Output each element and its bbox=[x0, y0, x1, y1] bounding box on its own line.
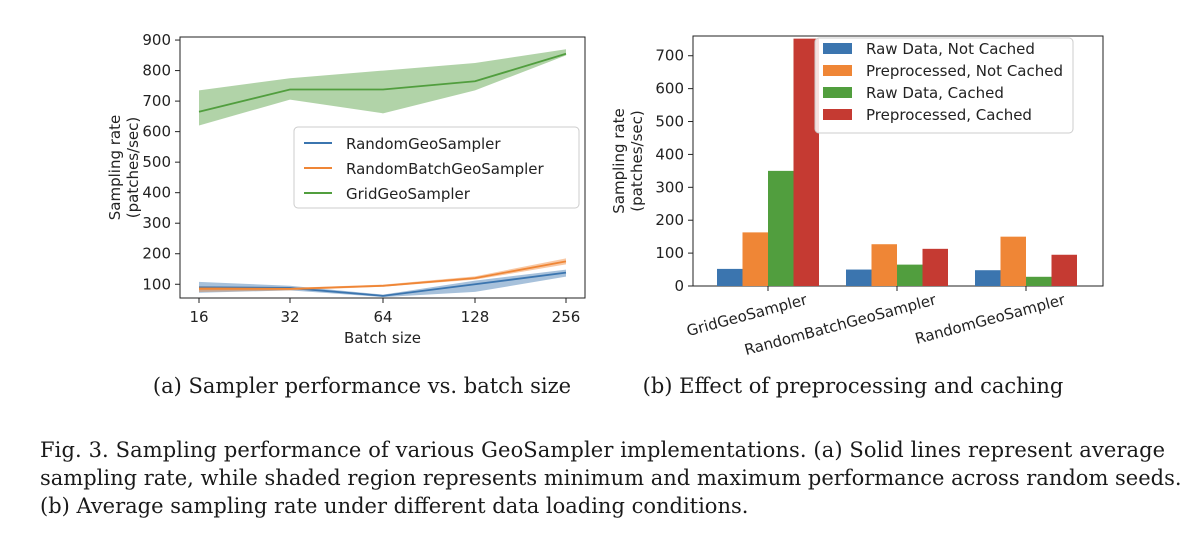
y-tick-label: 500 bbox=[142, 153, 171, 171]
y-tick-label: 200 bbox=[655, 211, 684, 229]
bar bbox=[871, 244, 897, 286]
bar bbox=[975, 270, 1001, 286]
bar bbox=[1000, 236, 1026, 286]
y-tick-label: 200 bbox=[142, 245, 171, 263]
legend-label: RandomGeoSampler bbox=[346, 135, 501, 153]
y-tick-label: 400 bbox=[142, 184, 171, 202]
y-tick-label: 0 bbox=[674, 277, 684, 295]
bar bbox=[922, 248, 948, 286]
y-tick-label: 300 bbox=[142, 214, 171, 232]
legend-box bbox=[293, 126, 580, 209]
legend-swatch bbox=[823, 65, 852, 76]
y-tick-label: 500 bbox=[655, 113, 684, 131]
x-tick-label: RandomGeoSampler bbox=[913, 290, 1068, 348]
legend-box bbox=[814, 37, 1074, 134]
chart-b-preprocessing-caching: 0 100 200 300 400 500 600 700 Sampling rate(patc… bbox=[610, 35, 1104, 359]
legend-label: RandomBatchGeoSampler bbox=[346, 160, 544, 178]
y-tick-label: 100 bbox=[655, 244, 684, 262]
y-axis-label-line: Sampling rate bbox=[106, 115, 124, 220]
caption-line-1: Fig. 3. Sampling performance of various … bbox=[40, 438, 1166, 462]
x-tick-label: 64 bbox=[373, 308, 392, 326]
legend-swatch bbox=[823, 109, 852, 120]
bar bbox=[768, 170, 794, 286]
x-tick-label: 16 bbox=[189, 308, 208, 326]
legend-label: Preprocessed, Not Cached bbox=[866, 62, 1063, 80]
x-tick-label: 256 bbox=[552, 308, 581, 326]
series-line bbox=[198, 52, 567, 113]
legend-swatch bbox=[823, 43, 852, 54]
y-tick-label: 800 bbox=[142, 62, 171, 80]
subcaption-a: (a) Sampler performance vs. batch size bbox=[153, 374, 571, 398]
y-axis-label: Sampling rate(patches/sec) bbox=[610, 108, 646, 213]
series-range-band bbox=[199, 49, 566, 126]
y-tick-label: 300 bbox=[655, 178, 684, 196]
legend-swatch bbox=[823, 87, 852, 98]
caption-line-3: (b) Average sampling rate under differen… bbox=[40, 494, 749, 518]
y-axis-label-line: Sampling rate bbox=[610, 108, 628, 213]
legend-label: Raw Data, Not Cached bbox=[866, 40, 1035, 58]
bar bbox=[717, 268, 743, 286]
legend: Raw Data, Not Cached Preprocessed, Not Ca… bbox=[814, 37, 1074, 134]
caption-line-2: sampling rate, while shaded region repre… bbox=[40, 466, 1182, 490]
y-tick-label: 400 bbox=[655, 145, 684, 163]
y-axis-label-line: (patches/sec) bbox=[628, 110, 646, 211]
figure-caption: Fig. 3. Sampling performance of various … bbox=[40, 438, 1182, 518]
legend-label: Preprocessed, Cached bbox=[866, 106, 1032, 124]
series-range-band bbox=[199, 269, 566, 298]
chart-a-sampler-vs-batch-size: 100 200 300 400 500 600 700 800 900 16 32 64 128 256 B… bbox=[106, 31, 586, 347]
subcaption-b: (b) Effect of preprocessing and caching bbox=[643, 374, 1064, 398]
bar bbox=[1026, 276, 1052, 286]
y-tick-label: 900 bbox=[142, 31, 171, 49]
series-line bbox=[198, 271, 567, 297]
bar bbox=[742, 232, 768, 286]
y-tick-label: 600 bbox=[142, 123, 171, 141]
x-tick-label: 32 bbox=[280, 308, 299, 326]
bar bbox=[897, 264, 923, 286]
y-tick-label: 700 bbox=[655, 47, 684, 65]
y-tick-label: 100 bbox=[142, 275, 171, 293]
series-line bbox=[199, 260, 567, 290]
y-axis-label-line: (patches/sec) bbox=[124, 117, 142, 218]
legend: RandomGeoSampler RandomBatchGeoSampler Gri… bbox=[293, 126, 580, 209]
y-tick-label: 600 bbox=[655, 80, 684, 98]
legend-label: Raw Data, Cached bbox=[866, 84, 1004, 102]
x-axis-label: Batch size bbox=[344, 329, 421, 347]
x-tick-label: 128 bbox=[461, 308, 490, 326]
bar bbox=[1051, 254, 1077, 286]
y-tick-label: 700 bbox=[142, 92, 171, 110]
legend-label: GridGeoSampler bbox=[346, 185, 471, 203]
bar bbox=[846, 269, 872, 286]
y-axis-label: Sampling rate(patches/sec) bbox=[106, 115, 142, 220]
